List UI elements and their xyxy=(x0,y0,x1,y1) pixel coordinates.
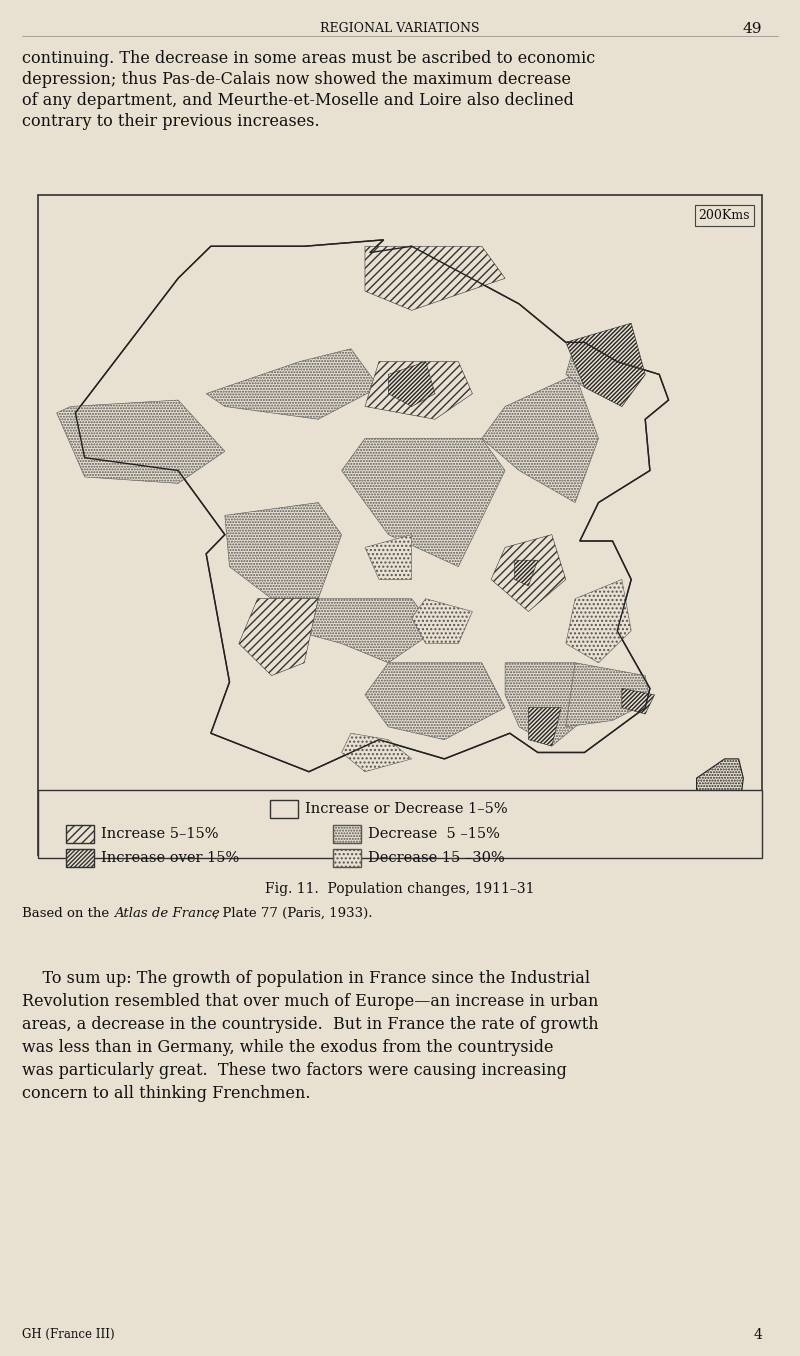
Bar xyxy=(270,800,298,818)
Text: was particularly great.  These two factors were causing increasing: was particularly great. These two factor… xyxy=(22,1062,567,1079)
Text: GH (France III): GH (France III) xyxy=(22,1328,114,1341)
Text: Revolution resembled that over much of Europe—an increase in urban: Revolution resembled that over much of E… xyxy=(22,993,598,1010)
Polygon shape xyxy=(57,400,225,483)
Polygon shape xyxy=(505,663,598,746)
Bar xyxy=(38,791,762,858)
Text: , Plate 77 (Paris, 1933).: , Plate 77 (Paris, 1933). xyxy=(214,907,373,919)
Text: To sum up: The growth of population in France since the Industrial: To sum up: The growth of population in F… xyxy=(22,970,590,987)
Polygon shape xyxy=(75,240,669,772)
Polygon shape xyxy=(239,599,318,675)
Bar xyxy=(333,824,361,843)
Polygon shape xyxy=(365,362,473,419)
Polygon shape xyxy=(529,708,561,746)
Polygon shape xyxy=(566,579,631,663)
Text: 4: 4 xyxy=(753,1328,762,1342)
Text: Atlas de France: Atlas de France xyxy=(114,907,220,919)
Bar xyxy=(66,849,94,866)
Polygon shape xyxy=(342,438,505,567)
Text: concern to all thinking Frenchmen.: concern to all thinking Frenchmen. xyxy=(22,1085,310,1102)
Polygon shape xyxy=(566,323,646,407)
Text: Increase 5–15%: Increase 5–15% xyxy=(101,827,218,841)
Polygon shape xyxy=(514,560,538,586)
Text: Increase or Decrease 1–5%: Increase or Decrease 1–5% xyxy=(305,801,508,816)
Polygon shape xyxy=(365,247,505,311)
Text: REGIONAL VARIATIONS: REGIONAL VARIATIONS xyxy=(320,22,480,35)
Text: was less than in Germany, while the exodus from the countryside: was less than in Germany, while the exod… xyxy=(22,1039,554,1056)
Polygon shape xyxy=(295,599,435,663)
Polygon shape xyxy=(566,663,650,727)
Polygon shape xyxy=(482,374,598,503)
Bar xyxy=(333,849,361,866)
Polygon shape xyxy=(412,599,473,644)
Text: Based on the: Based on the xyxy=(22,907,114,919)
Text: areas, a decrease in the countryside.  But in France the rate of growth: areas, a decrease in the countryside. Bu… xyxy=(22,1016,598,1033)
Polygon shape xyxy=(697,759,743,816)
Text: continuing. The decrease in some areas must be ascribed to economic: continuing. The decrease in some areas m… xyxy=(22,50,595,66)
Polygon shape xyxy=(491,534,566,612)
Polygon shape xyxy=(342,734,412,772)
Polygon shape xyxy=(206,348,379,419)
Polygon shape xyxy=(388,362,435,407)
Text: Decrease  5 –15%: Decrease 5 –15% xyxy=(368,827,500,841)
Bar xyxy=(38,195,762,856)
Polygon shape xyxy=(225,503,342,599)
Text: 200Kms: 200Kms xyxy=(698,209,750,222)
Text: depression; thus Pas-de-Calais now showed the maximum decrease: depression; thus Pas-de-Calais now showe… xyxy=(22,71,571,88)
Text: of any department, and Meurthe-et-Moselle and Loire also declined: of any department, and Meurthe-et-Mosell… xyxy=(22,92,574,108)
Text: Increase over 15%: Increase over 15% xyxy=(101,852,239,865)
Text: 49: 49 xyxy=(742,22,762,37)
Polygon shape xyxy=(622,689,654,715)
Polygon shape xyxy=(566,342,646,407)
Text: Fig. 11.  Population changes, 1911–31: Fig. 11. Population changes, 1911–31 xyxy=(266,881,534,896)
Text: contrary to their previous increases.: contrary to their previous increases. xyxy=(22,113,320,130)
Polygon shape xyxy=(365,663,505,739)
Bar xyxy=(66,824,94,843)
Polygon shape xyxy=(365,534,412,579)
Text: Decrease 15 –30%: Decrease 15 –30% xyxy=(368,852,505,865)
